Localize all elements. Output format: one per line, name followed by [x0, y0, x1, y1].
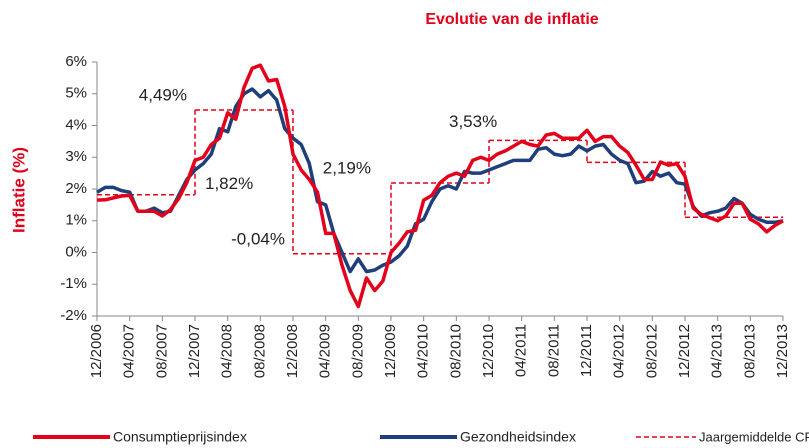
- average-label: 1,82%: [205, 174, 253, 193]
- y-tick-label: 6%: [65, 53, 87, 70]
- y-tick-label: -2%: [60, 307, 87, 324]
- x-tick-label: 12/2007: [186, 324, 203, 378]
- y-tick-label: 4%: [65, 116, 87, 133]
- x-tick-label: 08/2009: [349, 324, 366, 378]
- series-line: [96, 63, 784, 309]
- series-line: [96, 87, 784, 274]
- x-tick-label: 04/2008: [219, 324, 236, 378]
- chart-title: Evolutie van de inflatie: [425, 11, 598, 28]
- x-tick-label: 08/2011: [545, 324, 562, 377]
- x-tick-label: 04/2013: [709, 324, 726, 378]
- legend-label: Gezondheidsindex: [460, 429, 576, 445]
- y-axis-title: Inflatie (%): [9, 147, 28, 233]
- x-tick-label: 04/2011: [513, 324, 530, 377]
- x-tick-label: 12/2009: [382, 324, 399, 378]
- x-tick-label: 08/2012: [643, 324, 660, 378]
- y-tick-label: 5%: [65, 85, 87, 102]
- average-label: -0,04%: [231, 229, 285, 248]
- x-tick-label: 08/2008: [251, 324, 268, 378]
- x-tick-label: 04/2009: [317, 324, 334, 378]
- x-tick-label: 12/2008: [284, 324, 301, 378]
- x-tick-label: 12/2011: [578, 324, 595, 377]
- x-tick-label: 08/2007: [153, 324, 170, 378]
- average-label: 2,19%: [323, 158, 371, 177]
- x-tick-label: 04/2010: [415, 324, 432, 378]
- x-tick-label: 12/2006: [88, 324, 105, 378]
- x-tick-label: 04/2007: [121, 324, 138, 378]
- legend-label: Consumptieprijsindex: [113, 429, 247, 445]
- x-tick-label: 08/2013: [741, 324, 758, 378]
- y-tick-label: 1%: [65, 212, 87, 229]
- x-tick-label: 08/2010: [447, 324, 464, 378]
- average-label: 4,49%: [139, 85, 187, 104]
- x-tick-label: 04/2012: [611, 324, 628, 378]
- y-tick-label: -1%: [60, 275, 87, 292]
- legend-label: Jaargemiddelde CPI: [699, 429, 809, 444]
- average-label: 3,53%: [449, 112, 497, 131]
- y-tick-label: 3%: [65, 148, 87, 165]
- y-tick-label: 0%: [65, 243, 87, 260]
- y-tick-label: 2%: [65, 180, 87, 197]
- x-tick-label: 12/2012: [676, 324, 693, 378]
- x-tick-label: 12/2010: [480, 324, 497, 378]
- x-tick-label: 12/2013: [774, 324, 791, 378]
